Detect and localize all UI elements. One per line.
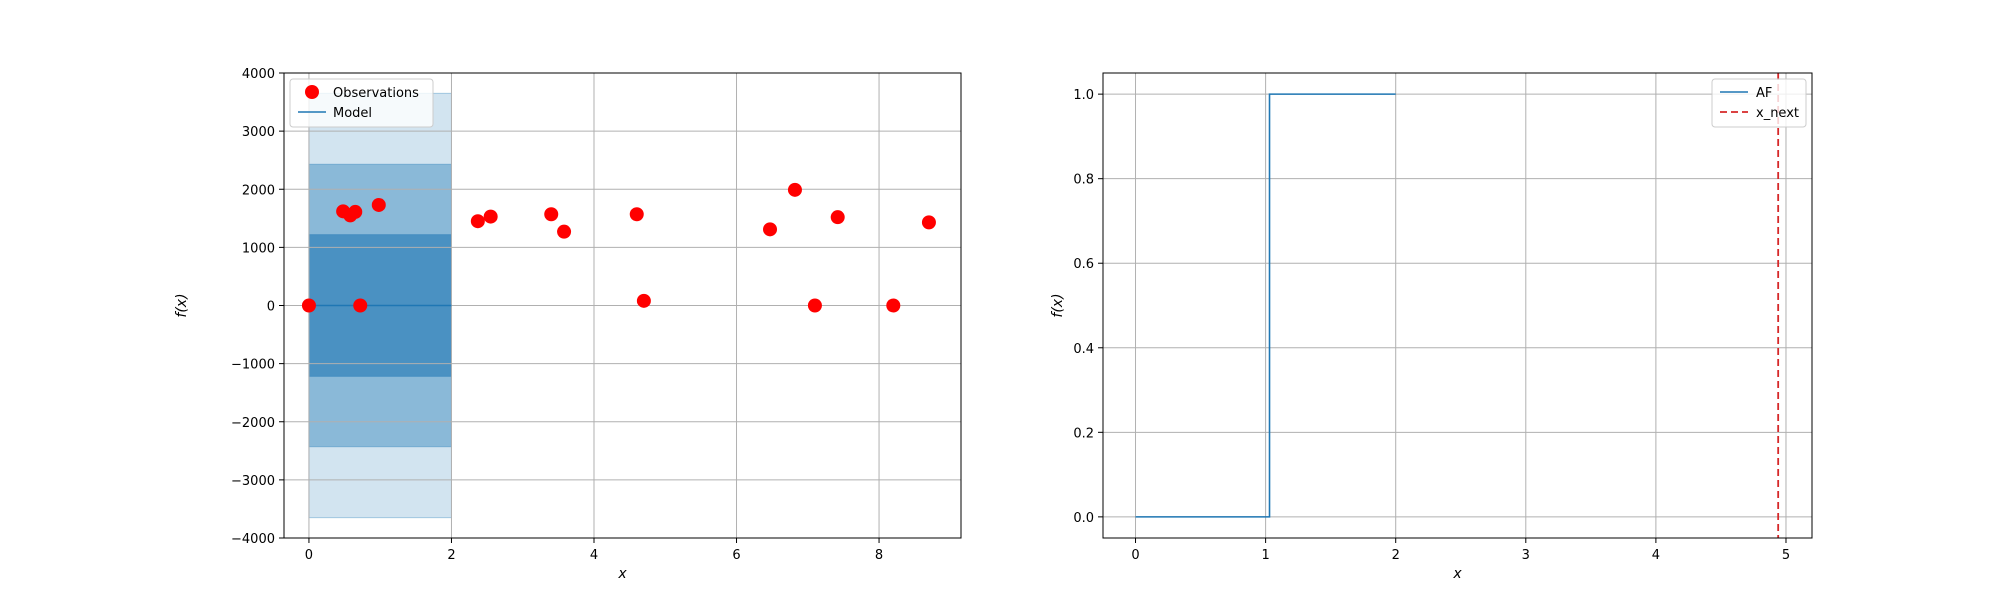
y-axis-label: f(x) xyxy=(1050,293,1066,317)
observation-point xyxy=(787,182,802,197)
legend-label-x-next: x_next xyxy=(1756,106,1799,121)
observation-point xyxy=(629,207,644,222)
y-tick-label: 1.0 xyxy=(1073,88,1094,103)
x-axis-label: x xyxy=(1452,566,1462,582)
y-tick-label: 2000 xyxy=(242,183,275,198)
observation-point xyxy=(371,197,386,212)
x-tick-label: 2 xyxy=(447,548,455,563)
y-tick-label: 4000 xyxy=(242,67,275,82)
legend-marker-observations xyxy=(305,85,319,99)
observation-point xyxy=(557,224,572,239)
y-tick-label: 0.6 xyxy=(1073,257,1094,272)
observation-point xyxy=(636,293,651,308)
legend-label-observations: Observations xyxy=(333,86,419,101)
y-tick-label: 1000 xyxy=(242,241,275,256)
observation-point xyxy=(763,222,778,237)
observation-point xyxy=(886,298,901,313)
legend-label-af: AF xyxy=(1756,86,1772,101)
y-tick-label: 0.8 xyxy=(1073,173,1094,188)
y-tick-label: 0.2 xyxy=(1073,426,1094,441)
observation-point xyxy=(470,214,485,229)
x-tick-label: 1 xyxy=(1261,548,1269,563)
y-tick-label: 0.4 xyxy=(1073,342,1094,357)
observations-model-plot: 0 2 4 6 8 −4000 −3000 −2000 −1000 0 1000 2000 3000 40… xyxy=(174,67,962,582)
x-tick-label: 8 xyxy=(875,548,883,563)
legend-frame xyxy=(289,78,434,128)
legend: AF x_next xyxy=(1711,78,1807,128)
legend: Observations Model xyxy=(289,78,434,128)
af-step-line xyxy=(1135,93,1396,518)
x-tick-label: 0 xyxy=(305,548,313,563)
y-tick-label: 0 xyxy=(267,300,275,315)
observation-point xyxy=(830,210,845,225)
y-tick-label: 3000 xyxy=(242,125,275,140)
y-tick-label: 0.0 xyxy=(1073,511,1094,526)
observation-point xyxy=(483,209,498,224)
x-tick-label: 5 xyxy=(1782,548,1790,563)
plot-area xyxy=(1103,73,1812,538)
observation-point xyxy=(921,215,936,230)
y-tick-label: −2000 xyxy=(231,416,275,431)
y-axis-label: f(x) xyxy=(174,293,190,317)
observation-point xyxy=(348,204,363,219)
legend-label-model: Model xyxy=(333,106,372,121)
x-tick-label: 4 xyxy=(590,548,598,563)
observation-point xyxy=(301,298,316,313)
x-tick-label: 4 xyxy=(1652,548,1660,563)
x-tick-label: 2 xyxy=(1392,548,1400,563)
observation-point xyxy=(807,298,822,313)
axes-frame xyxy=(1102,72,1813,539)
y-tick-label: −4000 xyxy=(231,532,275,547)
x-tick-label: 0 xyxy=(1131,548,1139,563)
observation-point xyxy=(353,298,368,313)
y-tick-label: −3000 xyxy=(231,474,275,489)
legend-frame xyxy=(1711,78,1807,128)
observation-point xyxy=(544,207,559,222)
x-tick-label: 6 xyxy=(732,548,740,563)
x-axis-label: x xyxy=(617,566,627,582)
acquisition-function-plot: 0 1 2 3 4 5 0.0 0.2 0.4 0.6 0.8 1.0 x f(x) AF x_next xyxy=(1050,72,1813,582)
y-tick-label: −1000 xyxy=(231,358,275,373)
x-tick-label: 3 xyxy=(1522,548,1530,563)
